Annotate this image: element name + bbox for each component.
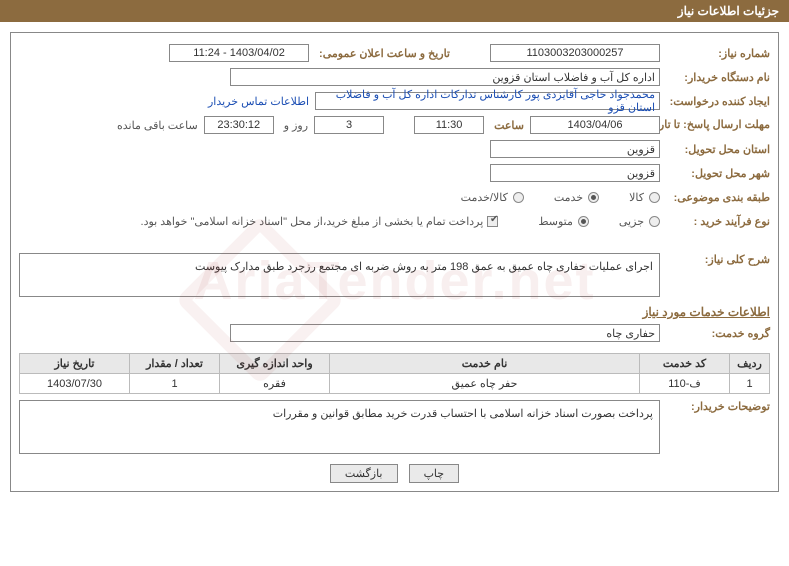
value-deliver-city: قزوین <box>490 164 660 182</box>
table-cell: حفر چاه عمیق <box>330 374 640 394</box>
value-requester: محمدجواد حاجی آقایزدی پور کارشناس تدارکا… <box>315 92 660 110</box>
checkbox-payment[interactable] <box>487 216 498 227</box>
radio-kala-label: کالا <box>629 191 644 204</box>
table-cell: ف-110 <box>640 374 730 394</box>
table-header: تعداد / مقدار <box>130 354 220 374</box>
label-subject-class: طبقه بندی موضوعی: <box>660 191 770 204</box>
table-header: نام خدمت <box>330 354 640 374</box>
radio-motevaset[interactable]: متوسط <box>538 215 589 228</box>
link-buyer-contact[interactable]: اطلاعات تماس خریدار <box>208 95 309 108</box>
label-purchase-type: نوع فرآیند خرید : <box>660 215 770 228</box>
label-time-remain: ساعت باقی مانده <box>113 119 198 132</box>
label-buyer-org: نام دستگاه خریدار: <box>660 71 770 84</box>
table-header: واحد اندازه گیری <box>220 354 330 374</box>
label-payment-note: پرداخت تمام یا بخشی از مبلغ خرید،از محل … <box>141 215 484 228</box>
radio-khedmat[interactable]: خدمت <box>554 191 599 204</box>
radio-kala-khedmat-label: کالا/خدمت <box>461 191 508 204</box>
table-row: 1ف-110حفر چاه عمیقفقره11403/07/30 <box>20 374 770 394</box>
radio-motevaset-label: متوسط <box>538 215 573 228</box>
value-hms-left: 23:30:12 <box>204 116 274 134</box>
table-header: کد خدمت <box>640 354 730 374</box>
label-deliver-prov: استان محل تحویل: <box>660 143 770 156</box>
value-deliver-prov: قزوین <box>490 140 660 158</box>
value-sharh: اجرای عملیات حفاری چاه عمیق به عمق 198 م… <box>19 253 660 297</box>
content-panel: شماره نیاز: 1103003203000257 تاریخ و ساع… <box>10 32 779 492</box>
label-deadline: مهلت ارسال پاسخ: تا تاریخ: <box>660 119 770 131</box>
table-cell: 1403/07/30 <box>20 374 130 394</box>
table-header: تاریخ نیاز <box>20 354 130 374</box>
value-niaz-no: 1103003203000257 <box>490 44 660 62</box>
label-days-and: روز و <box>280 119 308 132</box>
radio-khedmat-label: خدمت <box>554 191 583 204</box>
radio-kala[interactable]: کالا <box>629 191 660 204</box>
label-service-group: گروه خدمت: <box>660 327 770 340</box>
label-announce-date: تاریخ و ساعت اعلان عمومی: <box>315 47 450 60</box>
table-cell: فقره <box>220 374 330 394</box>
label-time-word: ساعت <box>490 119 524 132</box>
value-announce-date: 1403/04/02 - 11:24 <box>169 44 309 62</box>
value-deadline-date: 1403/04/06 <box>530 116 660 134</box>
label-sharh: شرح کلی نیاز: <box>660 253 770 266</box>
label-niaz-no: شماره نیاز: <box>660 47 770 60</box>
label-buyer-note: توضیحات خریدار: <box>660 400 770 413</box>
table-header: ردیف <box>730 354 770 374</box>
services-table: ردیفکد خدمتنام خدمتواحد اندازه گیریتعداد… <box>19 353 770 394</box>
radio-jozi-label: جزیی <box>619 215 644 228</box>
value-buyer-note: پرداخت بصورت اسناد خزانه اسلامی با احتسا… <box>19 400 660 454</box>
value-buyer-org: اداره کل آب و فاضلاب استان قزوین <box>230 68 660 86</box>
label-requester: ایجاد کننده درخواست: <box>660 95 770 108</box>
radio-jozi[interactable]: جزیی <box>619 215 660 228</box>
print-button[interactable]: چاپ <box>409 464 460 483</box>
back-button[interactable]: بازگشت <box>330 464 398 483</box>
label-deliver-city: شهر محل تحویل: <box>660 167 770 180</box>
value-days-left: 3 <box>314 116 384 134</box>
table-cell: 1 <box>730 374 770 394</box>
section-service-info: اطلاعات خدمات مورد نیاز <box>19 305 770 319</box>
page-header: جزئیات اطلاعات نیاز <box>0 0 789 22</box>
value-service-group: حفاری چاه <box>230 324 660 342</box>
table-cell: 1 <box>130 374 220 394</box>
radio-kala-khedmat[interactable]: کالا/خدمت <box>461 191 524 204</box>
value-deadline-time: 11:30 <box>414 116 484 134</box>
